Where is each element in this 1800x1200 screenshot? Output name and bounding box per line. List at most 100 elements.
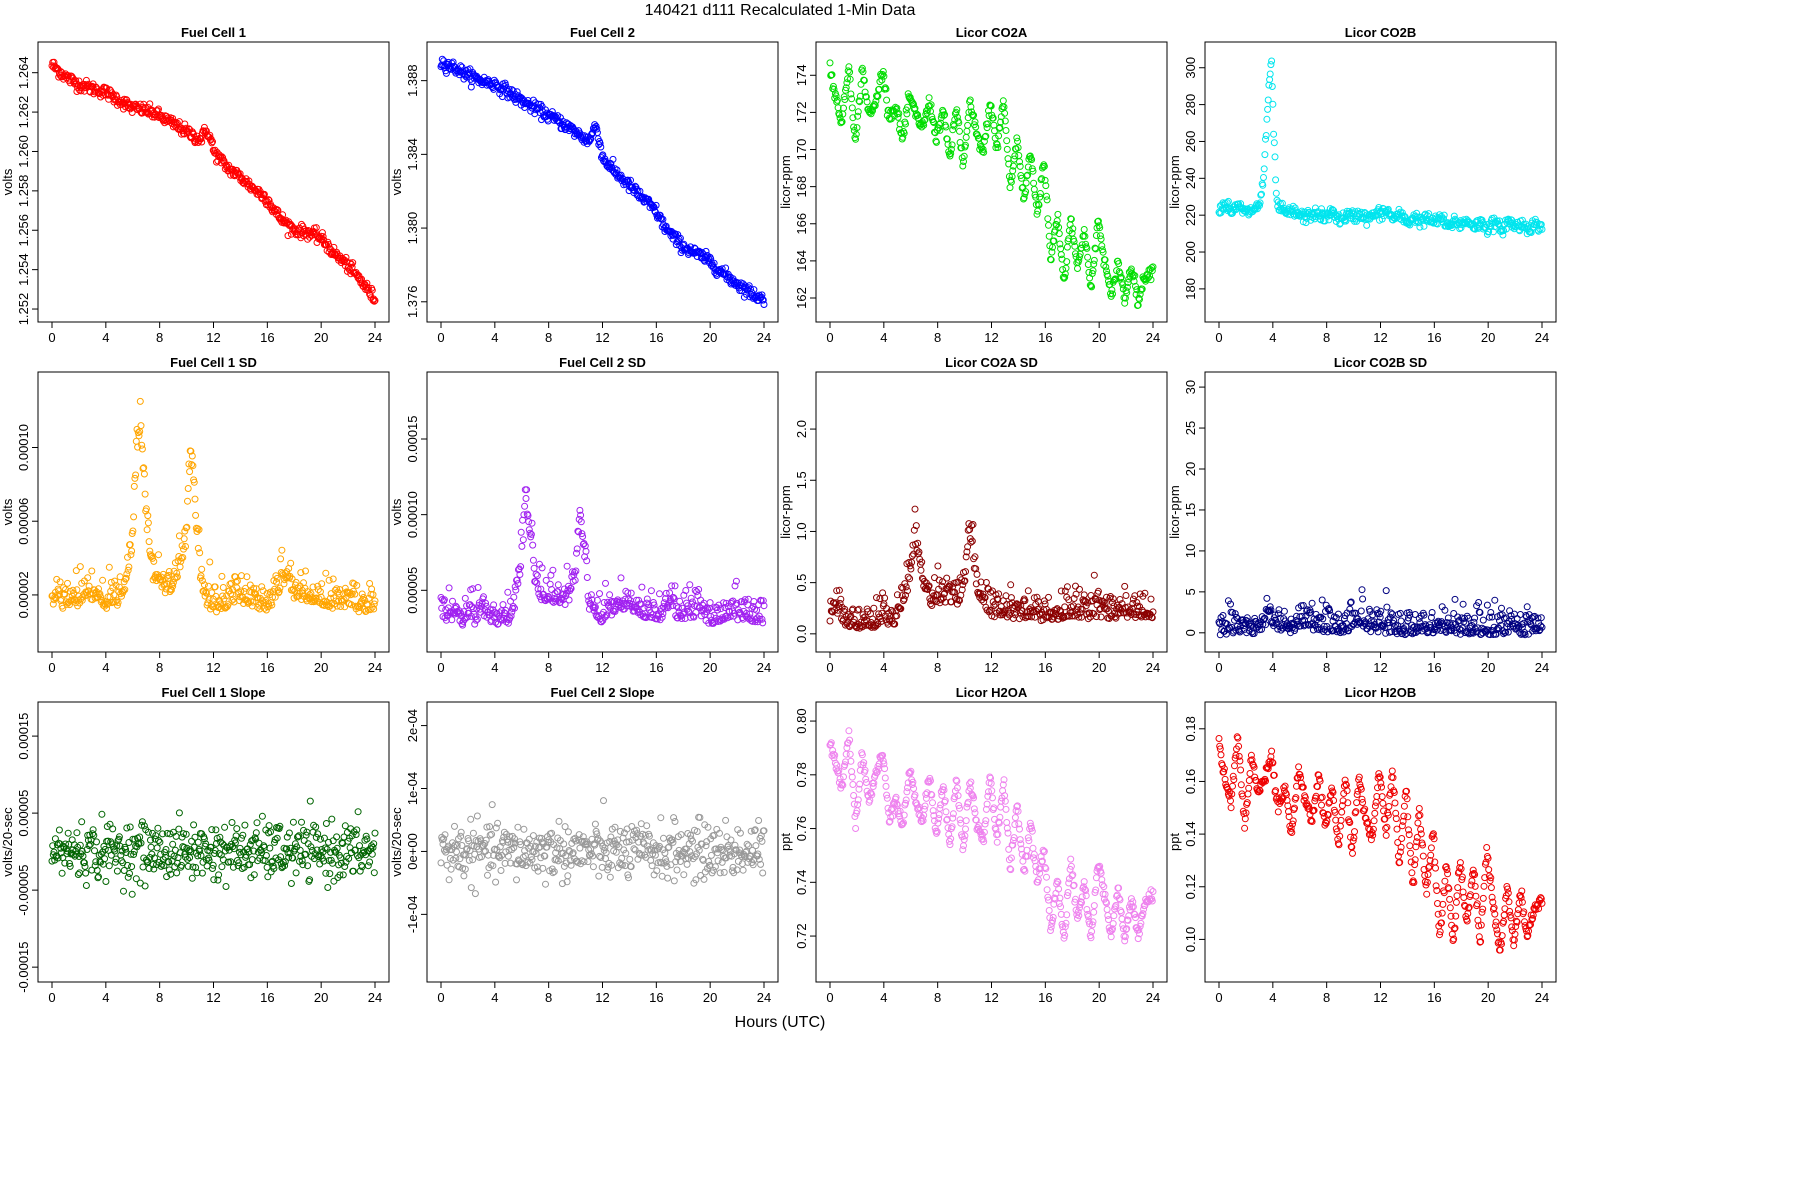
data-point: [193, 528, 201, 535]
data-point: [1444, 614, 1452, 622]
data-point: [340, 596, 348, 604]
data-point: [579, 833, 587, 841]
data-point: [1027, 154, 1035, 162]
data-point: [1447, 622, 1455, 630]
data-point: [151, 854, 158, 862]
data-point: [591, 121, 599, 129]
data-point: [622, 838, 630, 846]
data-point: [1045, 232, 1053, 240]
data-point: [607, 160, 615, 168]
data-point: [128, 890, 136, 898]
data-point: [184, 497, 191, 505]
data-point: [306, 876, 314, 884]
data-point: [150, 557, 158, 565]
data-point: [578, 530, 586, 538]
data-point: [124, 566, 132, 574]
y-tick-label: 0.00010: [405, 491, 420, 538]
data-point: [966, 526, 974, 534]
data-point: [1464, 629, 1472, 637]
series-points: [1215, 57, 1546, 239]
data-point: [603, 611, 611, 619]
data-point: [604, 866, 612, 874]
x-tick-label: 12: [984, 330, 998, 345]
data-point: [1024, 163, 1032, 171]
data-point: [370, 297, 378, 305]
data-point: [627, 863, 635, 871]
data-point: [1463, 612, 1471, 620]
data-point: [854, 606, 862, 614]
data-point: [893, 612, 901, 620]
data-point: [918, 123, 926, 131]
data-point: [1318, 205, 1325, 213]
data-point: [1328, 206, 1336, 213]
x-tick-label: 16: [649, 660, 663, 675]
data-point: [188, 452, 196, 460]
data-point: [78, 847, 86, 855]
data-point: [520, 511, 528, 519]
data-point: [233, 577, 241, 585]
data-point: [516, 838, 524, 846]
data-point: [369, 844, 377, 851]
data-point: [575, 528, 583, 536]
x-tick-label: 24: [1535, 330, 1549, 345]
data-point: [1117, 273, 1125, 281]
data-point: [1476, 609, 1484, 616]
data-point: [1023, 172, 1031, 180]
data-point: [844, 75, 851, 83]
data-point: [1078, 241, 1086, 249]
data-point: [72, 567, 80, 575]
data-point: [1083, 244, 1091, 252]
x-tick-label: 8: [545, 660, 552, 675]
data-point: [457, 832, 465, 840]
data-point: [209, 865, 216, 872]
data-point: [898, 592, 906, 600]
y-tick-label: 1.262: [16, 96, 31, 129]
data-point: [217, 851, 225, 859]
data-point: [304, 862, 312, 870]
y-tick-label: 0e+00: [405, 833, 420, 870]
data-point: [368, 286, 376, 294]
data-point: [122, 845, 129, 853]
data-point: [564, 828, 572, 836]
data-point: [1269, 100, 1277, 108]
data-point: [879, 68, 887, 75]
data-point: [302, 567, 309, 575]
data-point: [145, 538, 153, 546]
data-point: [285, 853, 293, 861]
data-point: [741, 596, 749, 604]
x-tick-label: 8: [156, 330, 163, 345]
x-tick-label: 0: [437, 660, 444, 675]
x-tick-label: 20: [1092, 660, 1106, 675]
data-point: [184, 855, 191, 863]
data-point: [366, 858, 374, 866]
data-point: [1506, 607, 1514, 615]
data-point: [296, 230, 304, 238]
data-point: [532, 850, 540, 857]
data-point: [365, 594, 373, 602]
data-point: [102, 878, 110, 885]
x-tick-label: 12: [206, 660, 220, 675]
data-point: [1484, 626, 1492, 634]
data-point: [265, 196, 273, 204]
data-point: [463, 613, 471, 621]
data-point: [529, 541, 537, 549]
data-point: [287, 880, 295, 887]
data-point: [273, 574, 281, 582]
data-point: [1533, 219, 1541, 227]
data-point: [49, 600, 57, 608]
data-point: [210, 876, 218, 884]
data-point: [1310, 208, 1318, 216]
data-point: [198, 565, 206, 573]
data-point: [528, 856, 536, 864]
data-point: [330, 877, 338, 885]
data-point: [927, 101, 935, 109]
data-point: [483, 823, 491, 831]
series-points: [826, 505, 1157, 632]
data-point: [1260, 174, 1267, 181]
data-point: [962, 568, 969, 576]
data-point: [1406, 611, 1414, 619]
data-point: [939, 578, 947, 586]
data-point: [242, 584, 249, 592]
data-point: [496, 854, 504, 862]
